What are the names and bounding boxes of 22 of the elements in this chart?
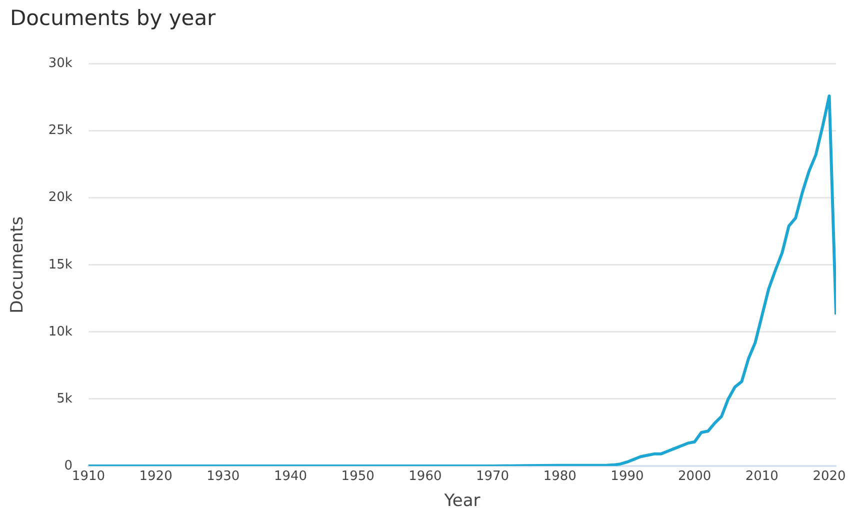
x-tick-label: 1940 [274,469,308,484]
x-tick-label: 1910 [72,469,106,484]
x-tick-label: 1960 [408,469,442,484]
x-tick-label: 1990 [610,469,644,484]
y-axis-title: Documents [8,216,28,314]
y-tick-label: 30k [48,56,73,72]
x-tick-label: 1970 [476,469,510,484]
x-tick-label: 1950 [341,469,374,484]
x-tick-label: 1980 [543,469,576,484]
y-tick-label: 0 [64,458,72,474]
chart-title: Documents by year [10,6,216,30]
x-tick-label: 2000 [678,469,712,484]
x-axis-title: Year [443,491,480,512]
x-tick-label: 2020 [812,469,846,484]
x-tick-label: 2010 [745,469,778,484]
x-tick-label: 1920 [139,469,172,484]
y-tick-label: 25k [48,123,73,138]
y-tick-label: 10k [48,324,73,340]
y-tick-label: 5k [56,391,73,406]
x-tick-label: 1930 [206,469,240,484]
y-tick-label: 15k [48,257,73,272]
y-tick-label: 20k [48,190,73,206]
